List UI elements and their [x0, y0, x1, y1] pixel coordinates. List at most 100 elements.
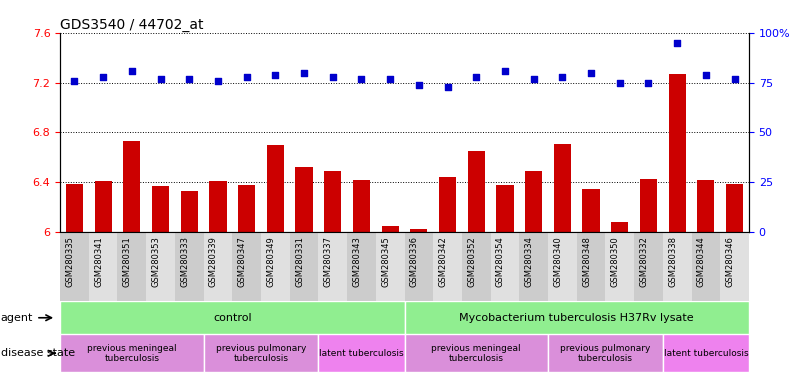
Bar: [720, 232, 749, 301]
Bar: [318, 232, 347, 301]
Text: GSM280338: GSM280338: [668, 236, 677, 287]
Point: [269, 71, 282, 78]
Bar: [606, 232, 634, 301]
Point: [154, 76, 167, 82]
Point: [183, 76, 195, 82]
Bar: [548, 232, 577, 301]
Bar: [611, 222, 628, 232]
Bar: [410, 228, 428, 232]
Bar: [405, 334, 548, 372]
Bar: [497, 185, 513, 232]
Text: GSM280334: GSM280334: [525, 236, 533, 286]
Text: GSM280347: GSM280347: [238, 236, 247, 286]
Bar: [519, 232, 548, 301]
Text: GSM280352: GSM280352: [467, 236, 477, 286]
Point: [670, 40, 683, 46]
Text: GSM280337: GSM280337: [324, 236, 332, 287]
Point: [556, 73, 569, 79]
Bar: [490, 232, 519, 301]
Bar: [669, 74, 686, 232]
Text: control: control: [213, 313, 252, 323]
Bar: [60, 334, 203, 372]
Bar: [691, 232, 720, 301]
Text: GSM280332: GSM280332: [639, 236, 649, 286]
Bar: [640, 179, 657, 232]
Bar: [405, 301, 749, 334]
Point: [240, 73, 253, 79]
Point: [126, 68, 139, 74]
Text: latent tuberculosis: latent tuberculosis: [663, 349, 748, 358]
Point: [441, 83, 454, 89]
Point: [355, 76, 368, 82]
Bar: [663, 334, 749, 372]
Bar: [66, 184, 83, 232]
Bar: [663, 232, 691, 301]
Text: GSM280345: GSM280345: [381, 236, 390, 286]
Text: GSM280348: GSM280348: [582, 236, 591, 286]
Bar: [553, 144, 571, 232]
Bar: [439, 177, 456, 232]
Bar: [175, 232, 203, 301]
Text: GSM280333: GSM280333: [180, 236, 189, 287]
Bar: [582, 189, 600, 232]
Text: GSM280336: GSM280336: [410, 236, 419, 287]
Bar: [726, 184, 743, 232]
Text: GSM280331: GSM280331: [295, 236, 304, 286]
Bar: [376, 232, 405, 301]
Bar: [261, 232, 290, 301]
Text: GSM280353: GSM280353: [151, 236, 160, 286]
Bar: [697, 180, 714, 232]
Bar: [352, 180, 370, 232]
Point: [585, 70, 598, 76]
Bar: [525, 171, 542, 232]
Bar: [468, 151, 485, 232]
Bar: [267, 145, 284, 232]
Text: GSM280354: GSM280354: [496, 236, 505, 286]
Text: GDS3540 / 44702_at: GDS3540 / 44702_at: [60, 18, 203, 31]
Bar: [296, 167, 312, 232]
Bar: [577, 232, 606, 301]
Bar: [146, 232, 175, 301]
Text: GSM280346: GSM280346: [726, 236, 735, 286]
Text: GSM280350: GSM280350: [611, 236, 620, 286]
Point: [384, 76, 396, 82]
Text: previous pulmonary
tuberculosis: previous pulmonary tuberculosis: [215, 344, 306, 363]
Point: [211, 78, 224, 84]
Text: GSM280341: GSM280341: [95, 236, 103, 286]
Point: [298, 70, 311, 76]
Bar: [347, 232, 376, 301]
Bar: [381, 226, 399, 232]
Text: GSM280343: GSM280343: [352, 236, 361, 286]
Bar: [152, 186, 169, 232]
Bar: [324, 171, 341, 232]
Bar: [180, 191, 198, 232]
Bar: [118, 232, 146, 301]
Text: agent: agent: [1, 313, 33, 323]
Text: latent tuberculosis: latent tuberculosis: [319, 349, 404, 358]
Bar: [60, 232, 89, 301]
Bar: [123, 141, 140, 232]
Bar: [290, 232, 318, 301]
Point: [699, 71, 712, 78]
Point: [527, 76, 540, 82]
Text: GSM280339: GSM280339: [209, 236, 218, 286]
Point: [326, 73, 339, 79]
Bar: [462, 232, 490, 301]
Point: [614, 79, 626, 86]
Point: [498, 68, 511, 74]
Text: disease state: disease state: [1, 348, 75, 358]
Bar: [203, 334, 318, 372]
Text: GSM280342: GSM280342: [439, 236, 448, 286]
Bar: [95, 181, 111, 232]
Text: GSM280340: GSM280340: [553, 236, 562, 286]
Point: [728, 76, 741, 82]
Text: previous meningeal
tuberculosis: previous meningeal tuberculosis: [87, 344, 177, 363]
Bar: [405, 232, 433, 301]
Bar: [209, 181, 227, 232]
Text: previous meningeal
tuberculosis: previous meningeal tuberculosis: [432, 344, 521, 363]
Point: [470, 73, 483, 79]
Point: [68, 78, 81, 84]
Text: Mycobacterium tuberculosis H37Rv lysate: Mycobacterium tuberculosis H37Rv lysate: [460, 313, 694, 323]
Bar: [634, 232, 663, 301]
Bar: [203, 232, 232, 301]
